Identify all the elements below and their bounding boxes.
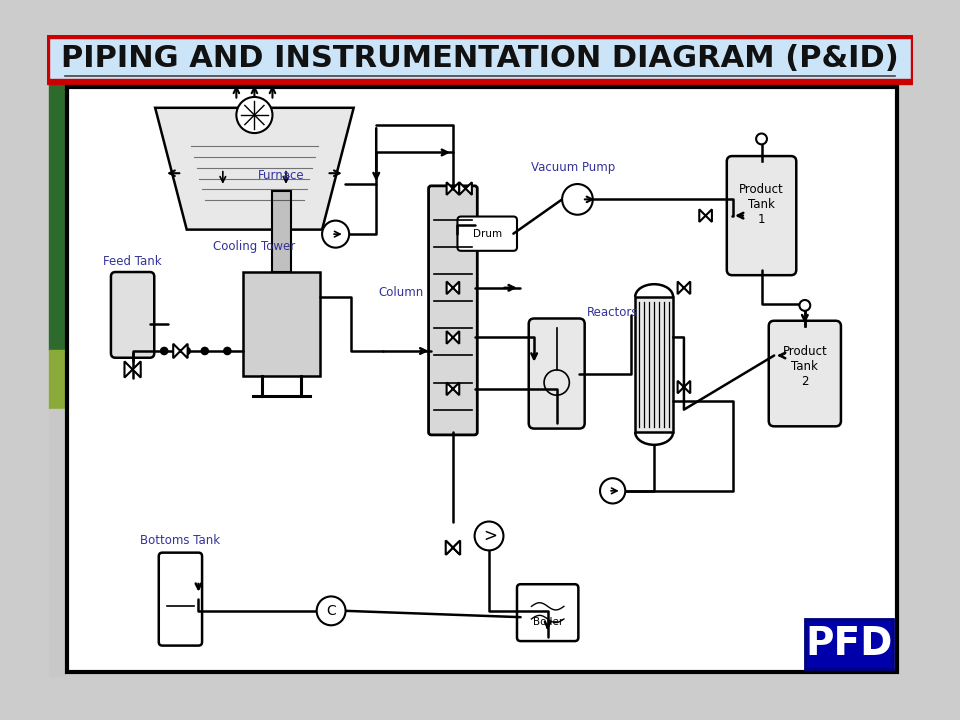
Circle shape: [323, 220, 349, 248]
Text: Column: Column: [379, 286, 424, 299]
Polygon shape: [699, 210, 712, 222]
Polygon shape: [156, 108, 353, 230]
Text: PFD: PFD: [805, 625, 893, 663]
Circle shape: [183, 347, 190, 354]
Bar: [243, 272, 320, 376]
Polygon shape: [445, 541, 460, 555]
FancyBboxPatch shape: [727, 156, 796, 275]
Circle shape: [224, 347, 231, 354]
Bar: [47, 79, 913, 82]
FancyBboxPatch shape: [517, 584, 578, 641]
Polygon shape: [446, 541, 459, 554]
Bar: [47, 82, 913, 84]
Text: PIPING AND INSTRUMENTATION DIAGRAM (P&ID): PIPING AND INSTRUMENTATION DIAGRAM (P&ID…: [61, 44, 899, 73]
Circle shape: [563, 184, 592, 215]
Text: Drum: Drum: [472, 229, 502, 238]
Circle shape: [160, 347, 168, 354]
Bar: [49, 84, 65, 350]
Bar: [47, 35, 913, 82]
Text: Product
Tank
1: Product Tank 1: [739, 184, 784, 226]
Circle shape: [800, 300, 810, 311]
Circle shape: [474, 521, 503, 550]
Circle shape: [756, 133, 767, 144]
Bar: [911, 35, 913, 82]
Bar: [804, 619, 893, 669]
Bar: [49, 350, 65, 410]
Bar: [636, 297, 673, 432]
Polygon shape: [125, 361, 141, 377]
Polygon shape: [446, 182, 459, 195]
Circle shape: [202, 347, 208, 354]
Text: Product
Tank
2: Product Tank 2: [782, 345, 828, 388]
Text: Boiler: Boiler: [533, 616, 563, 626]
FancyBboxPatch shape: [769, 320, 841, 426]
Text: Feed Tank: Feed Tank: [104, 254, 162, 268]
Circle shape: [236, 97, 273, 133]
FancyBboxPatch shape: [428, 186, 477, 435]
Polygon shape: [446, 282, 459, 294]
Polygon shape: [446, 331, 459, 343]
Polygon shape: [173, 343, 187, 358]
Text: Bottoms Tank: Bottoms Tank: [140, 534, 221, 547]
Polygon shape: [459, 182, 472, 195]
Bar: [49, 410, 65, 676]
Circle shape: [317, 596, 346, 625]
Bar: [47, 35, 49, 82]
Text: Reactors: Reactors: [587, 307, 638, 320]
Bar: [804, 619, 893, 669]
Text: Cooling Tower: Cooling Tower: [213, 240, 296, 253]
Text: $>$: $>$: [480, 527, 497, 545]
FancyBboxPatch shape: [458, 217, 517, 251]
FancyBboxPatch shape: [158, 553, 202, 646]
FancyBboxPatch shape: [529, 318, 585, 428]
Polygon shape: [446, 382, 459, 395]
Polygon shape: [678, 381, 690, 393]
Bar: [273, 191, 291, 272]
Text: Furnace: Furnace: [258, 168, 304, 181]
Circle shape: [600, 478, 625, 503]
Bar: [47, 35, 913, 38]
Text: C: C: [326, 604, 336, 618]
FancyBboxPatch shape: [111, 272, 155, 358]
Polygon shape: [678, 282, 690, 294]
Text: Vacuum Pump: Vacuum Pump: [531, 161, 615, 174]
